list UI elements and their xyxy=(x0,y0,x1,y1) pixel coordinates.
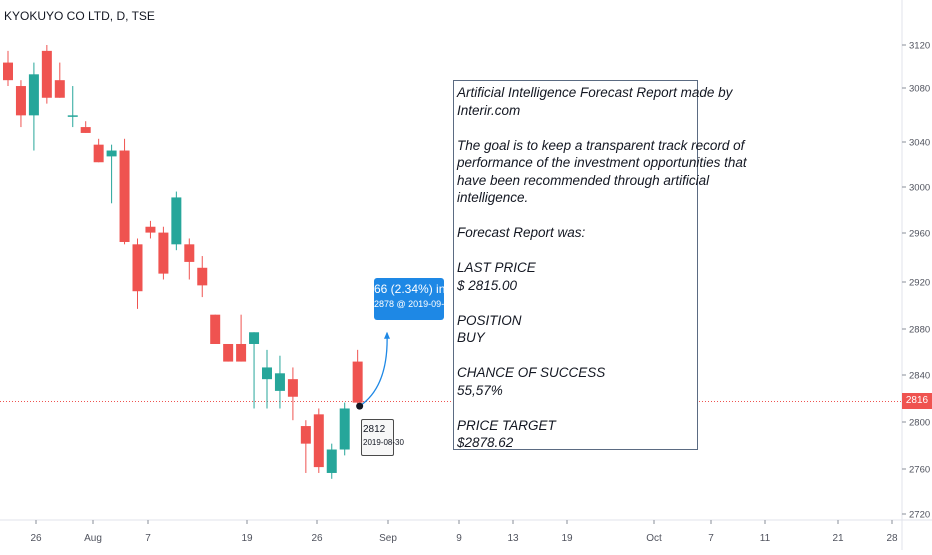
symbol-title: KYOKUYO CO LTD, D, TSE xyxy=(4,9,155,23)
candle-body xyxy=(300,426,311,444)
candle-body xyxy=(262,367,272,380)
note-line: Forecast Report was: xyxy=(457,225,586,240)
note-line xyxy=(457,207,694,225)
candle-body xyxy=(287,379,298,397)
origin-date-label: 2019-08-30 xyxy=(363,438,404,447)
note-line: POSITION xyxy=(457,312,522,328)
x-tick-label: 19 xyxy=(241,533,253,544)
y-tick-label: 3000 xyxy=(909,183,930,194)
y-tick-label: 2800 xyxy=(909,418,930,429)
x-tick-label: 7 xyxy=(145,533,151,544)
note-line xyxy=(457,119,694,137)
candle-body xyxy=(67,115,78,117)
candle-body xyxy=(158,232,169,274)
y-tick-label: 2760 xyxy=(909,465,930,476)
y-tick-label: 3040 xyxy=(909,138,930,149)
forecast-arrow xyxy=(359,332,388,407)
candle-body xyxy=(197,267,208,286)
note-line: PRICE TARGET xyxy=(457,417,556,433)
origin-price-label: 2812 xyxy=(363,424,386,435)
x-tick-label: Sep xyxy=(379,533,397,544)
note-line: $2878.62 xyxy=(457,435,514,450)
note-line: 55,57% xyxy=(457,382,503,398)
note-line: The goal is to keep a transparent track … xyxy=(457,137,745,153)
note-line xyxy=(457,294,694,312)
forecast-origin-point xyxy=(356,402,364,410)
candle-body xyxy=(106,150,117,157)
candle-body xyxy=(352,361,363,403)
forecast-report-note[interactable]: Artificial Intelligence Forecast Report … xyxy=(453,80,747,450)
forecast-origin-tag[interactable]: 2812 2019-08-30 xyxy=(361,419,404,456)
candle-body xyxy=(132,244,143,292)
candle-body xyxy=(54,80,65,98)
y-tick-label: 2960 xyxy=(909,229,930,240)
x-tick-label: 28 xyxy=(886,533,898,544)
note-line: performance of the investment opportunit… xyxy=(457,155,747,170)
note-line xyxy=(457,242,694,260)
y-tick-label: 2720 xyxy=(909,510,930,521)
note-line xyxy=(457,347,694,365)
note-line: CHANCE OF SUCCESS xyxy=(457,365,606,380)
candle-body xyxy=(3,62,13,81)
x-tick-label: 19 xyxy=(561,533,573,544)
x-tick-label: 13 xyxy=(507,533,519,544)
last-price-label: 2816 xyxy=(902,393,932,410)
x-tick-label: 7 xyxy=(708,533,714,544)
candle-body xyxy=(41,50,52,98)
candle-body xyxy=(326,449,337,473)
candle-body xyxy=(15,86,26,116)
forecast-arrow-head xyxy=(384,331,390,339)
y-tick-label: 3080 xyxy=(909,84,930,95)
candle-body xyxy=(274,373,285,391)
candle-body xyxy=(236,343,247,362)
forecast-target-label: 2878 @ 2019-09-02 xyxy=(374,299,455,309)
candle-body xyxy=(93,144,104,163)
forecast-target-callout[interactable]: 66 (2.34%) in 3d 2878 @ 2019-09-02 xyxy=(374,278,463,320)
candle-body xyxy=(119,150,130,242)
candle-body xyxy=(171,197,182,245)
x-tick-label: 11 xyxy=(760,533,771,544)
candle-body xyxy=(80,127,91,133)
note-line: Artificial Intelligence Forecast Report … xyxy=(457,85,733,100)
y-tick-label: 2920 xyxy=(909,278,930,289)
candle-body xyxy=(223,343,234,362)
x-tick-label: Aug xyxy=(84,533,102,544)
x-tick-label: 26 xyxy=(30,533,42,544)
candle-body xyxy=(210,314,221,344)
note-line: Interir.com xyxy=(457,102,521,118)
note-line: $ 2815.00 xyxy=(457,277,518,293)
forecast-change-label: 66 (2.34%) in 3d xyxy=(374,282,463,296)
note-line xyxy=(457,399,694,417)
candle-body xyxy=(249,332,260,344)
note-line: intelligence. xyxy=(457,190,529,205)
y-tick-label: 2880 xyxy=(909,325,930,336)
candle-body xyxy=(28,74,39,116)
x-tick-label: 9 xyxy=(456,533,462,544)
candle-body xyxy=(339,408,350,450)
note-line: BUY xyxy=(457,330,485,345)
candle-body xyxy=(184,244,195,262)
x-tick-label: 21 xyxy=(832,533,844,544)
y-tick-label: 3120 xyxy=(909,41,930,52)
x-tick-label: Oct xyxy=(646,533,662,544)
x-tick-label: 26 xyxy=(311,533,323,544)
candle-body xyxy=(145,226,156,233)
note-line: LAST PRICE xyxy=(457,260,536,275)
y-tick-label: 2840 xyxy=(909,371,930,382)
note-line: have been recommended through artificial xyxy=(457,172,710,188)
candle-body xyxy=(313,414,324,468)
